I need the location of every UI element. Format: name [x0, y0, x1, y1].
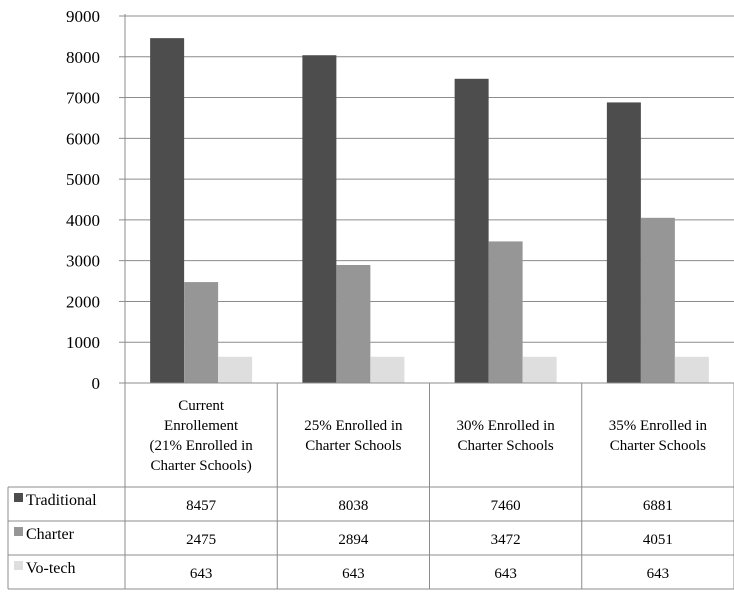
bar-vo-tech	[218, 356, 253, 383]
category-label: 30% Enrolled in	[456, 418, 555, 434]
bar-traditional	[454, 78, 489, 383]
y-tick-label: 7000	[66, 89, 100, 108]
y-tick-label: 1000	[66, 333, 100, 352]
bar-vo-tech	[674, 356, 709, 383]
y-tick-label: 3000	[66, 252, 100, 271]
bar-charter	[336, 264, 371, 383]
table-cell-value: 643	[190, 566, 213, 582]
table-cell-value: 7460	[491, 498, 521, 514]
legend-swatch	[14, 561, 23, 570]
category-label: Enrollement	[164, 418, 239, 434]
bars	[150, 38, 709, 384]
table-cell-value: 4051	[643, 532, 673, 548]
bar-traditional	[302, 55, 337, 384]
legend-label: Charter	[26, 526, 75, 543]
table-cell-value: 643	[494, 566, 517, 582]
bar-charter	[184, 282, 219, 383]
legend-label: Vo-tech	[26, 560, 75, 577]
data-table: Current Enrollement (21% Enrolled in Charte…	[7, 383, 734, 590]
category-label: Charter Schools	[305, 438, 401, 454]
category-label: Current	[178, 398, 225, 414]
bar-vo-tech	[522, 356, 557, 383]
bar-traditional	[150, 38, 185, 383]
legend-swatch	[14, 493, 23, 502]
category-label: Charter Schools	[610, 438, 706, 454]
y-tick-label: 0	[92, 374, 101, 393]
table-cell-value: 8457	[186, 498, 217, 514]
y-tick-label: 8000	[66, 48, 100, 67]
bar-vo-tech	[370, 356, 405, 383]
category-label: 25% Enrolled in	[304, 418, 403, 434]
category-label: Charter Schools)	[151, 458, 252, 474]
table-cell-value: 643	[342, 566, 365, 582]
category-label: 35% Enrolled in	[609, 418, 708, 434]
table-cell-value: 3472	[491, 532, 521, 548]
table-cell-value: 2475	[186, 532, 216, 548]
table-cell-value: 2894	[338, 532, 369, 548]
y-tick-label: 4000	[66, 211, 100, 230]
table-cell-value: 6881	[643, 498, 673, 514]
gridlines	[125, 15, 734, 343]
y-tick-label: 9000	[66, 7, 100, 26]
y-tick-label: 5000	[66, 170, 100, 189]
bar-charter	[640, 217, 675, 383]
legend-label: Traditional	[26, 492, 97, 509]
y-tick-label: 6000	[66, 129, 100, 148]
bar-charter	[488, 241, 523, 383]
category-label: (21% Enrolled in	[149, 438, 253, 454]
legend-swatch	[14, 527, 23, 536]
bar-traditional	[606, 102, 641, 383]
category-label: Charter Schools	[458, 438, 554, 454]
table-cell-value: 8038	[338, 498, 368, 514]
y-tick-labels: 0 1000 2000 3000 4000 5000 6000 7000 8000 9000	[66, 7, 100, 393]
y-tick-label: 2000	[66, 292, 100, 311]
table-cell-value: 643	[647, 566, 670, 582]
